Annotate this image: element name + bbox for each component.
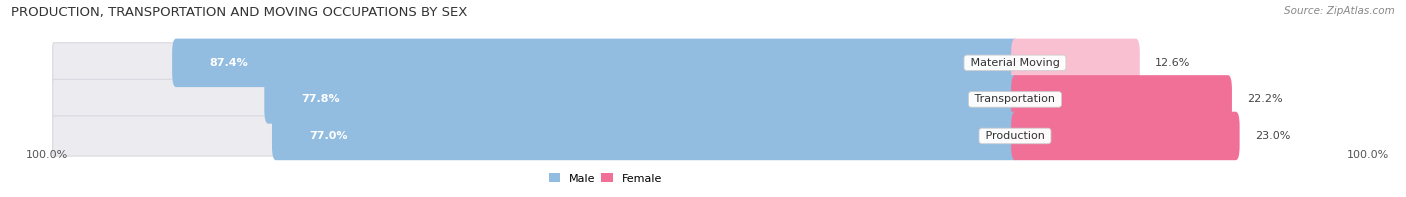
Text: 77.8%: 77.8% [302,94,340,104]
FancyBboxPatch shape [1011,75,1232,124]
FancyBboxPatch shape [1011,39,1140,87]
FancyBboxPatch shape [271,112,1019,160]
Text: 23.0%: 23.0% [1256,131,1291,141]
FancyBboxPatch shape [52,116,1239,156]
FancyBboxPatch shape [264,75,1019,124]
Text: Material Moving: Material Moving [967,58,1063,68]
Text: Transportation: Transportation [972,94,1059,104]
Text: 12.6%: 12.6% [1156,58,1191,68]
Text: Production: Production [981,131,1049,141]
Text: 100.0%: 100.0% [27,150,69,160]
Text: 77.0%: 77.0% [309,131,347,141]
FancyBboxPatch shape [1011,112,1240,160]
Text: 87.4%: 87.4% [209,58,249,68]
FancyBboxPatch shape [52,43,1139,83]
FancyBboxPatch shape [172,39,1019,87]
Text: PRODUCTION, TRANSPORTATION AND MOVING OCCUPATIONS BY SEX: PRODUCTION, TRANSPORTATION AND MOVING OC… [11,6,468,19]
Text: 100.0%: 100.0% [1347,150,1389,160]
FancyBboxPatch shape [52,79,1230,120]
Legend: Male, Female: Male, Female [550,173,662,184]
Text: 22.2%: 22.2% [1247,94,1282,104]
Text: Source: ZipAtlas.com: Source: ZipAtlas.com [1284,6,1395,16]
